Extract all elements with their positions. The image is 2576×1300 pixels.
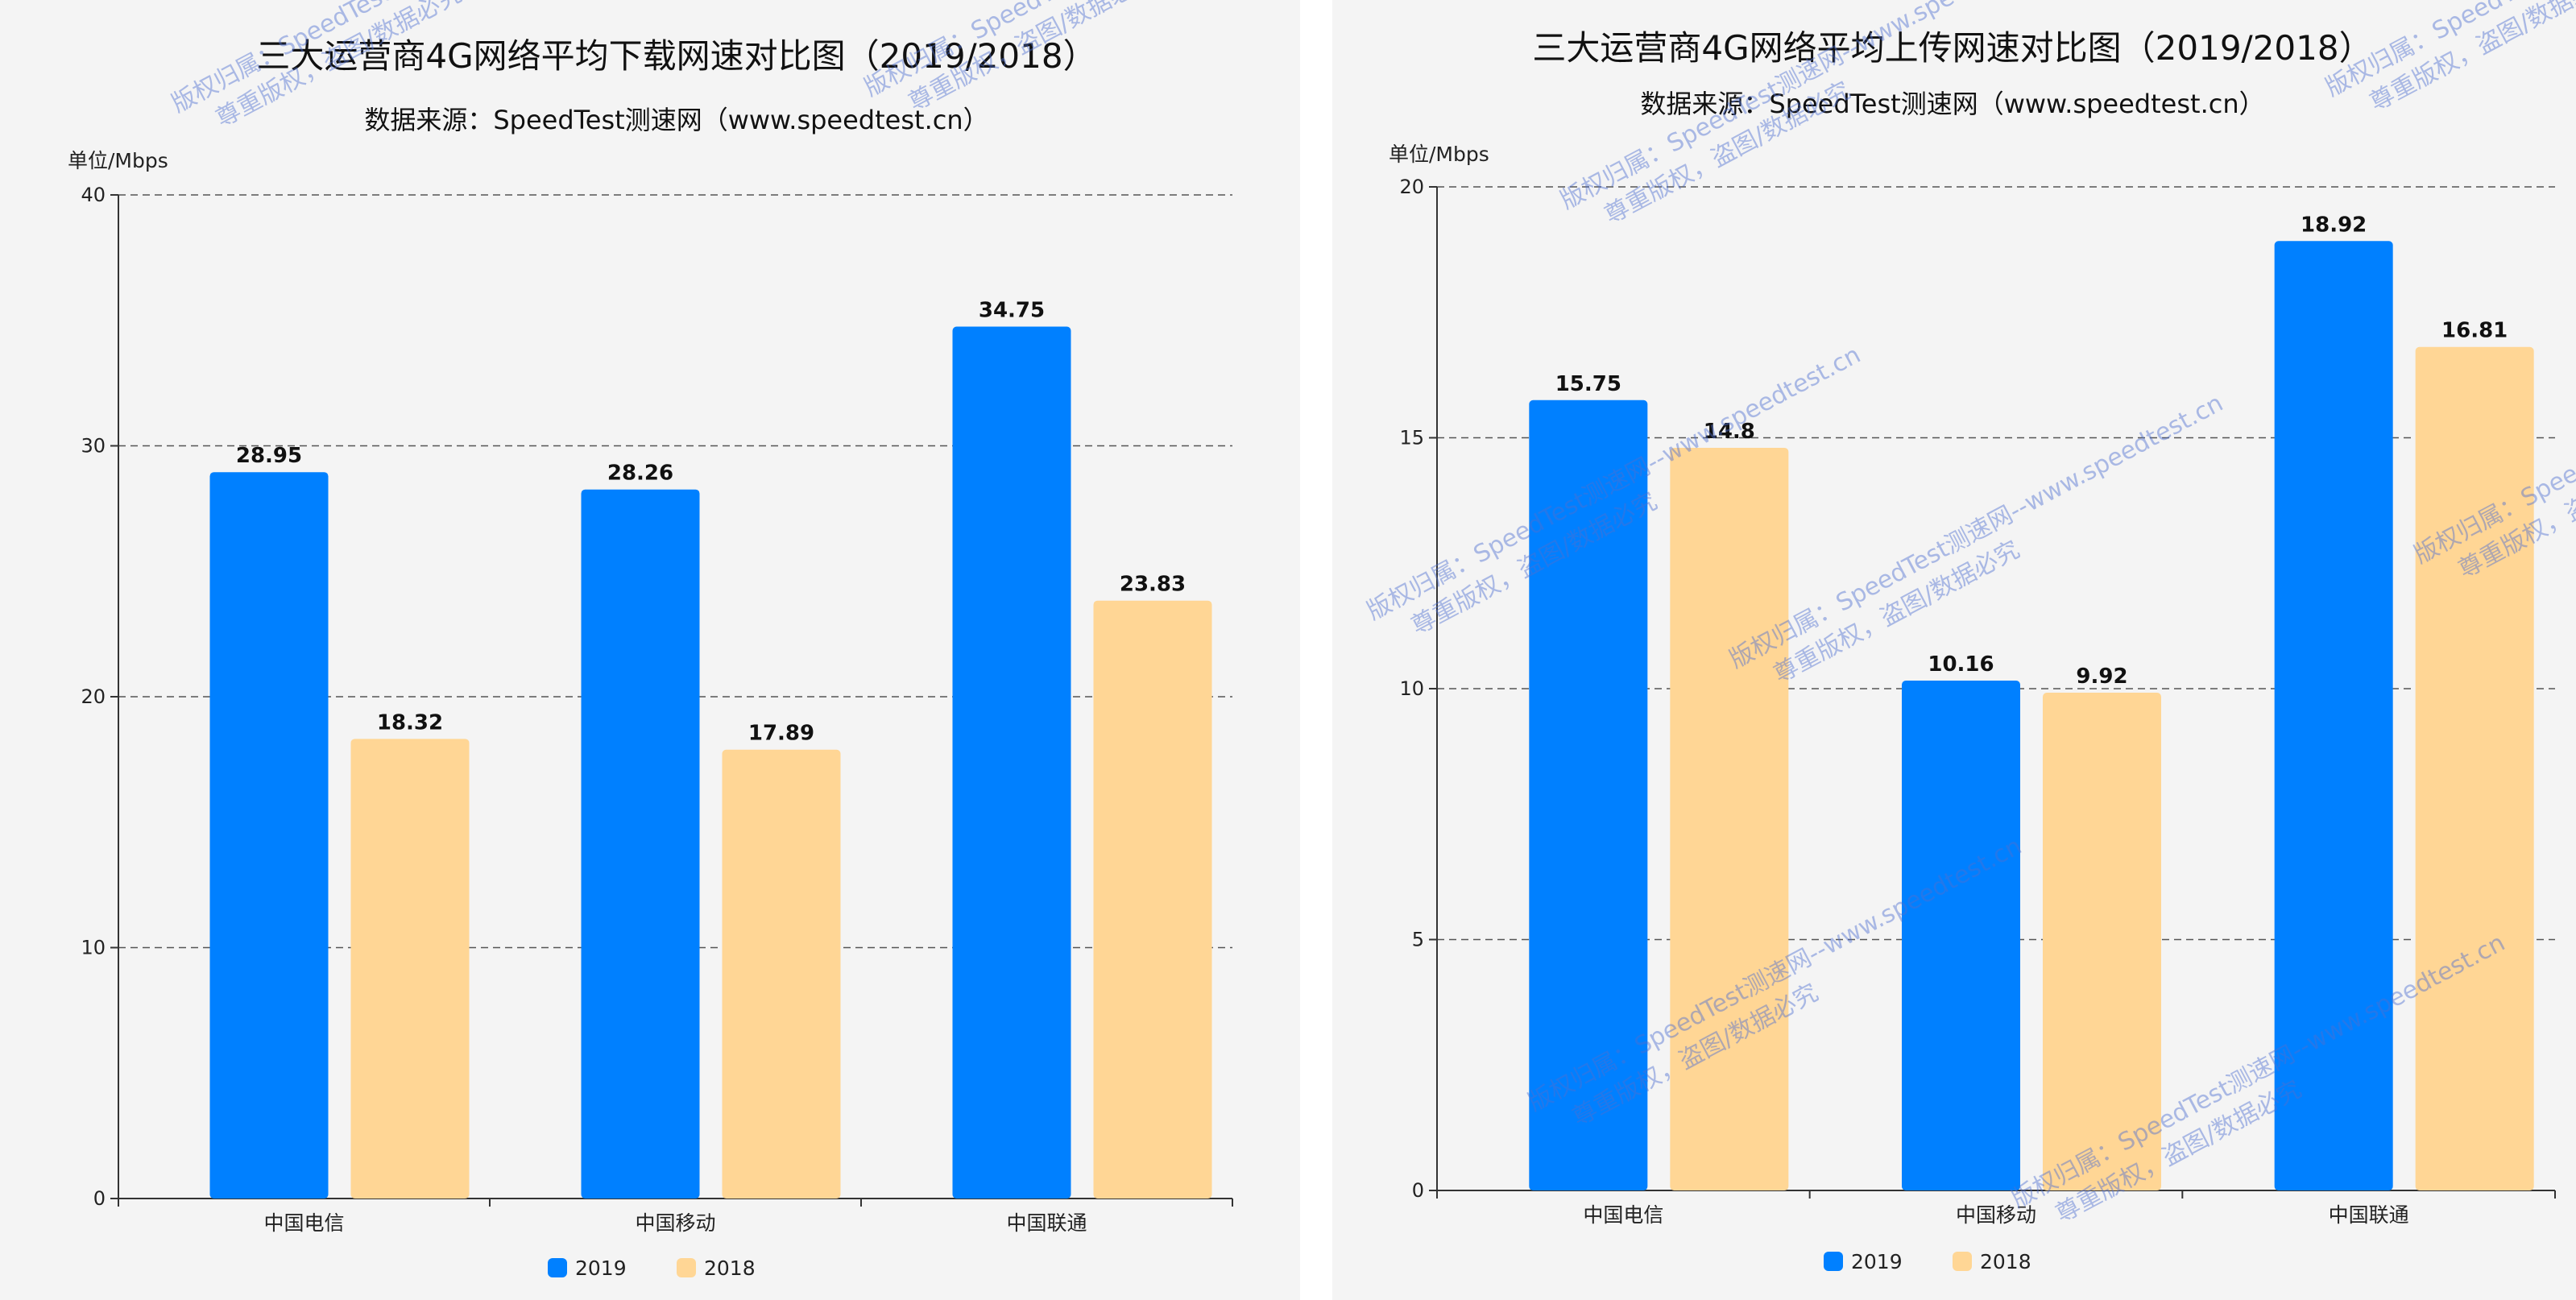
legend-label: 2019 xyxy=(1851,1250,1903,1273)
legend-swatch xyxy=(677,1258,696,1277)
bar-2019 xyxy=(1529,400,1648,1190)
upload-speed-chart: 三大运营商4G网络平均上传网速对比图（2019/2018） 数据来源：SpeedT… xyxy=(1362,0,2576,1273)
bar-2018 xyxy=(2415,346,2534,1190)
legend-label: 2019 xyxy=(575,1257,627,1280)
bar-2018 xyxy=(1670,447,1789,1190)
chart-title: 三大运营商4G网络平均上传网速对比图（2019/2018） xyxy=(1532,28,2372,68)
upload-chart-panel: 三大运营商4G网络平均上传网速对比图（2019/2018） 数据来源：SpeedT… xyxy=(1332,0,2576,1300)
data-label: 10.16 xyxy=(1928,652,1994,677)
y-axis-unit-label: 单位/Mbps xyxy=(1389,143,1489,166)
legend-label: 2018 xyxy=(704,1257,756,1280)
y-tick-label: 0 xyxy=(1412,1179,1424,1202)
y-tick-label: 40 xyxy=(81,184,106,206)
chart-title: 三大运营商4G网络平均下载网速对比图（2019/2018） xyxy=(256,36,1096,76)
y-tick-label: 30 xyxy=(81,435,106,457)
bar-2019 xyxy=(209,472,329,1199)
bar-2019 xyxy=(952,326,1071,1199)
watermark-line1: 版权归属：SpeedTest测速网--www.speedtest.cn xyxy=(1725,389,2227,674)
bar-2018 xyxy=(722,749,841,1199)
data-label: 15.75 xyxy=(1555,372,1621,396)
y-tick-label: 0 xyxy=(93,1187,106,1210)
y-tick-label: 15 xyxy=(1399,427,1424,449)
download-speed-chart: 三大运营商4G网络平均下载网速对比图（2019/2018） 数据来源：SpeedT… xyxy=(68,0,1300,1280)
data-label: 23.83 xyxy=(1120,573,1186,597)
legend-label: 2018 xyxy=(1980,1250,2031,1273)
data-label: 9.92 xyxy=(2076,664,2127,689)
y-axis-unit-label: 单位/Mbps xyxy=(68,149,168,172)
chart-subtitle: 数据来源：SpeedTest测速网（www.speedtest.cn） xyxy=(364,105,988,135)
legend-swatch xyxy=(548,1258,567,1277)
data-label: 17.89 xyxy=(748,722,814,746)
data-label: 28.95 xyxy=(236,444,302,468)
bar-2019 xyxy=(581,489,700,1199)
bar-2019 xyxy=(1902,681,2020,1190)
x-category-label: 中国联通 xyxy=(1006,1211,1087,1235)
bar-2018 xyxy=(2043,692,2161,1190)
legend-swatch xyxy=(1953,1252,1972,1271)
data-label: 14.8 xyxy=(1704,420,1755,444)
legend-swatch xyxy=(1824,1252,1843,1271)
download-chart-panel: 三大运营商4G网络平均下载网速对比图（2019/2018） 数据来源：SpeedT… xyxy=(0,0,1300,1300)
y-tick-label: 20 xyxy=(1399,176,1424,198)
y-tick-label: 10 xyxy=(1399,677,1424,700)
data-label: 34.75 xyxy=(979,299,1045,323)
x-category-label: 中国联通 xyxy=(2329,1203,2409,1227)
bar-2018 xyxy=(350,739,470,1199)
x-category-label: 中国移动 xyxy=(1956,1203,2036,1227)
x-category-label: 中国电信 xyxy=(263,1211,344,1235)
data-label: 18.92 xyxy=(2301,213,2367,237)
x-category-label: 中国电信 xyxy=(1583,1203,1663,1227)
data-label: 18.32 xyxy=(377,710,443,735)
y-tick-label: 5 xyxy=(1412,929,1424,951)
bar-2019 xyxy=(2274,241,2393,1191)
watermark: 版权归属：SpeedTest测速网--www.speedtest.cn尊重版权，… xyxy=(2321,0,2576,117)
y-tick-label: 20 xyxy=(81,685,106,708)
y-tick-label: 10 xyxy=(81,937,106,959)
data-label: 28.26 xyxy=(607,462,673,486)
bar-2018 xyxy=(1093,600,1212,1199)
chart-subtitle: 数据来源：SpeedTest测速网（www.speedtest.cn） xyxy=(1640,89,2264,119)
x-category-label: 中国移动 xyxy=(635,1211,715,1235)
data-label: 16.81 xyxy=(2441,319,2508,343)
